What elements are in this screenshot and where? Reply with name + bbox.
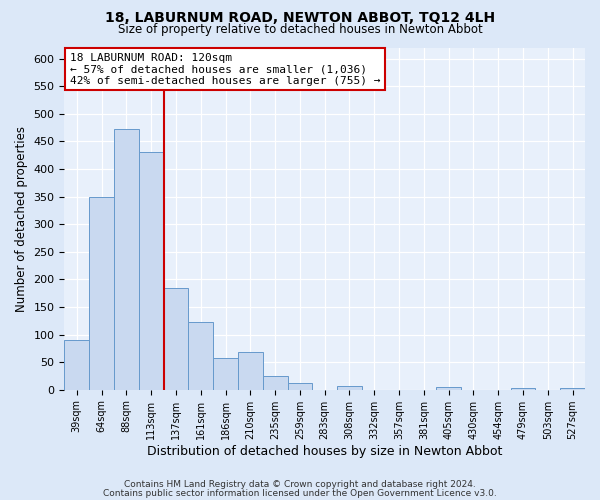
Bar xyxy=(287,383,313,390)
Bar xyxy=(188,322,213,390)
Bar xyxy=(213,358,238,390)
Bar xyxy=(436,387,461,390)
Text: Contains public sector information licensed under the Open Government Licence v3: Contains public sector information licen… xyxy=(103,489,497,498)
Bar xyxy=(238,352,263,390)
Bar xyxy=(89,196,114,390)
Y-axis label: Number of detached properties: Number of detached properties xyxy=(15,126,28,312)
Text: Size of property relative to detached houses in Newton Abbot: Size of property relative to detached ho… xyxy=(118,22,482,36)
Bar xyxy=(560,388,585,390)
Bar xyxy=(263,376,287,390)
Bar xyxy=(64,340,89,390)
Bar xyxy=(114,129,139,390)
Bar xyxy=(164,288,188,390)
Bar xyxy=(511,388,535,390)
Text: 18, LABURNUM ROAD, NEWTON ABBOT, TQ12 4LH: 18, LABURNUM ROAD, NEWTON ABBOT, TQ12 4L… xyxy=(105,11,495,25)
X-axis label: Distribution of detached houses by size in Newton Abbot: Distribution of detached houses by size … xyxy=(147,444,502,458)
Text: Contains HM Land Registry data © Crown copyright and database right 2024.: Contains HM Land Registry data © Crown c… xyxy=(124,480,476,489)
Bar xyxy=(337,386,362,390)
Bar xyxy=(139,152,164,390)
Text: 18 LABURNUM ROAD: 120sqm
← 57% of detached houses are smaller (1,036)
42% of sem: 18 LABURNUM ROAD: 120sqm ← 57% of detach… xyxy=(70,52,380,86)
